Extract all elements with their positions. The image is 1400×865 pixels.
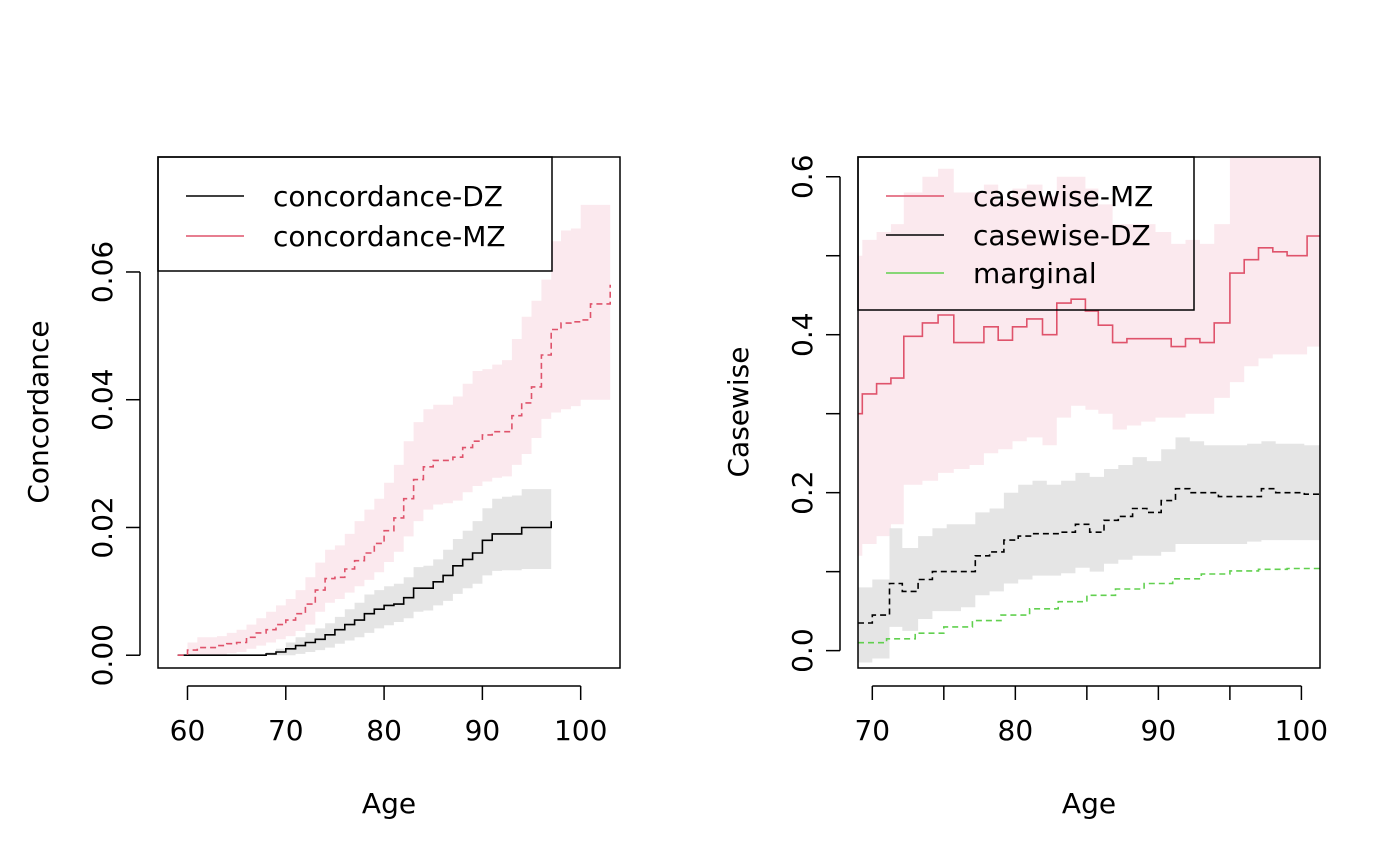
y-axis-title: Concordance [22,320,55,503]
line-casewise-MZ [858,235,1320,415]
y-tick-label: 0.2 [786,470,819,515]
confidence-bands [177,204,611,656]
x-tick-label: 80 [366,714,402,747]
y-tick-label: 0.4 [786,312,819,357]
x-axis-title: Age [1062,787,1116,820]
band-concordance-MZ [177,204,611,656]
concordance-plot-panel: 60 70 80 90 100 0.00 0.02 0.04 0.06 Age Concord… [22,156,621,820]
y-tick-label: 0.6 [786,154,819,199]
band-casewise-DZ [858,437,1320,663]
legend-label-casewise-mz: casewise-MZ [973,180,1153,213]
y-tick-label: 0.02 [86,496,119,558]
y-axis-title: Casewise [722,346,755,477]
x-tick-label: 90 [465,714,501,747]
legend-label-concordance-mz: concordance-MZ [273,220,506,253]
legend: concordance-DZ concordance-MZ [157,156,553,272]
y-axis: 0.0 0.2 0.4 0.6 [786,154,841,673]
band-casewise-MZ [858,157,1320,556]
line-concordance-DZ [177,521,552,656]
legend-label-casewise-dz: casewise-DZ [973,219,1151,252]
legend-box [157,156,553,272]
y-axis: 0.00 0.02 0.04 0.06 [86,241,141,686]
x-axis: 60 70 80 90 100 [170,685,607,747]
confidence-bands [858,157,1320,663]
y-tick-label: 0.0 [786,628,819,673]
legend-label-concordance-dz: concordance-DZ [273,180,503,213]
x-tick-label: 60 [170,714,206,747]
series-lines [177,284,611,656]
casewise-plot-panel: 70 80 90 100 0.0 0.2 0.4 0.6 Age Casewise case… [722,154,1328,820]
series-lines [858,235,1321,644]
x-axis: 70 80 90 100 [854,685,1328,747]
line-marginal [858,567,1321,644]
y-tick-label: 0.06 [86,241,119,303]
y-tick-label: 0.00 [86,624,119,686]
legend: casewise-MZ casewise-DZ marginal [857,156,1195,311]
x-tick-label: 100 [1275,714,1328,747]
y-tick-label: 0.04 [86,369,119,431]
x-tick-label: 100 [554,714,607,747]
line-casewise-DZ [858,487,1320,624]
x-tick-label: 80 [998,714,1034,747]
band-concordance-DZ [177,489,552,656]
x-tick-label: 70 [268,714,304,747]
line-concordance-MZ [177,284,611,656]
legend-label-marginal: marginal [973,257,1097,290]
x-tick-label: 90 [1141,714,1177,747]
x-tick-label: 70 [854,714,890,747]
x-axis-title: Age [362,787,416,820]
legend-box [857,156,1195,311]
